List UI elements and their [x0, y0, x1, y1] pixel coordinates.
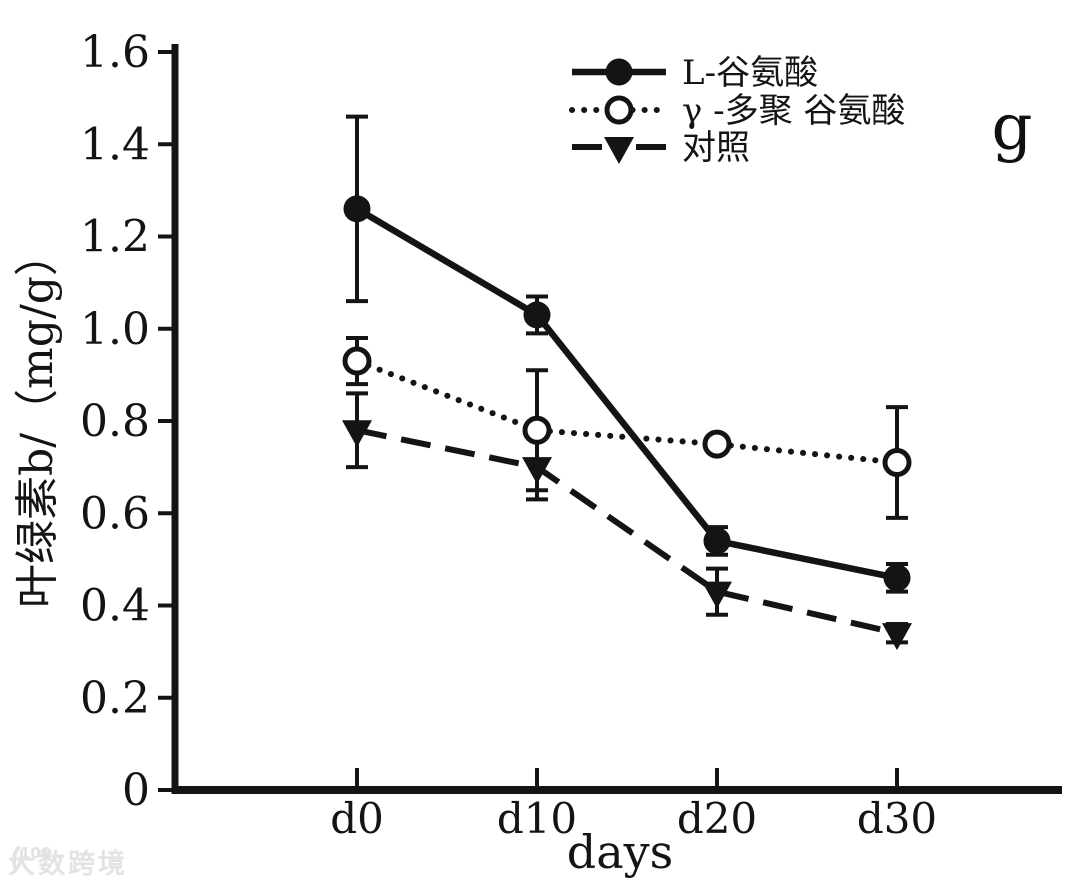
marker-filled-circle-series-legend-0: [605, 58, 633, 86]
marker-filled-triangle-series-2: [522, 457, 552, 485]
watermark: 100 大数跨境: [8, 842, 128, 881]
y-tick-label: 1.4: [80, 119, 150, 170]
x-tick-label: d30: [857, 794, 937, 843]
x-axis-title: days: [567, 825, 673, 879]
marker-filled-triangle-series-legend-2: [604, 137, 634, 164]
panel-label: g: [991, 91, 1033, 165]
y-tick-label: 1.6: [80, 27, 150, 78]
marker-open-circle-series-1: [702, 429, 732, 459]
marker-open-circle-series-1: [342, 346, 372, 376]
y-tick-label: 0: [122, 765, 150, 816]
y-tick-label: 0.4: [80, 581, 150, 632]
y-tick-label: 0.8: [80, 396, 150, 447]
marker-filled-triangle-series-2: [882, 623, 912, 651]
y-axis-title: 叶绿素b/（mg/g）: [12, 232, 63, 608]
watermark-text: 大数跨境: [8, 849, 128, 880]
marker-open-circle-series-1: [882, 448, 912, 478]
series-line-1: [354, 358, 900, 466]
marker-filled-circle-series-0: [523, 301, 551, 329]
legend-label-0: L-谷氨酸: [682, 53, 818, 93]
legend-label-2: 对照: [682, 128, 750, 168]
brand-logo-text: 100: [20, 844, 50, 862]
brand-logo-icon: 100: [11, 844, 50, 871]
marker-open-circle-series-1: [522, 415, 552, 445]
y-tick-label: 1.0: [80, 304, 150, 355]
marker-filled-triangle-series-2: [702, 581, 732, 609]
x-tick-label: d20: [677, 794, 757, 843]
marker-filled-circle-series-0: [343, 195, 371, 223]
y-tick-label: 0.6: [80, 488, 150, 539]
series-line-0: [355, 206, 898, 582]
legend-label-1: γ -多聚 谷氨酸: [682, 91, 905, 131]
x-tick-label: d10: [497, 794, 577, 843]
marker-filled-circle-series-0: [703, 527, 731, 555]
marker-filled-circle-series-0: [883, 564, 911, 592]
x-tick-label: d0: [330, 794, 384, 843]
marker-filled-triangle-series-2: [342, 420, 372, 448]
series-line-2: [356, 427, 898, 637]
y-tick-label: 1.2: [80, 212, 150, 263]
y-tick-label: 0.2: [80, 673, 150, 724]
marker-open-circle-series-legend-1: [604, 95, 634, 125]
